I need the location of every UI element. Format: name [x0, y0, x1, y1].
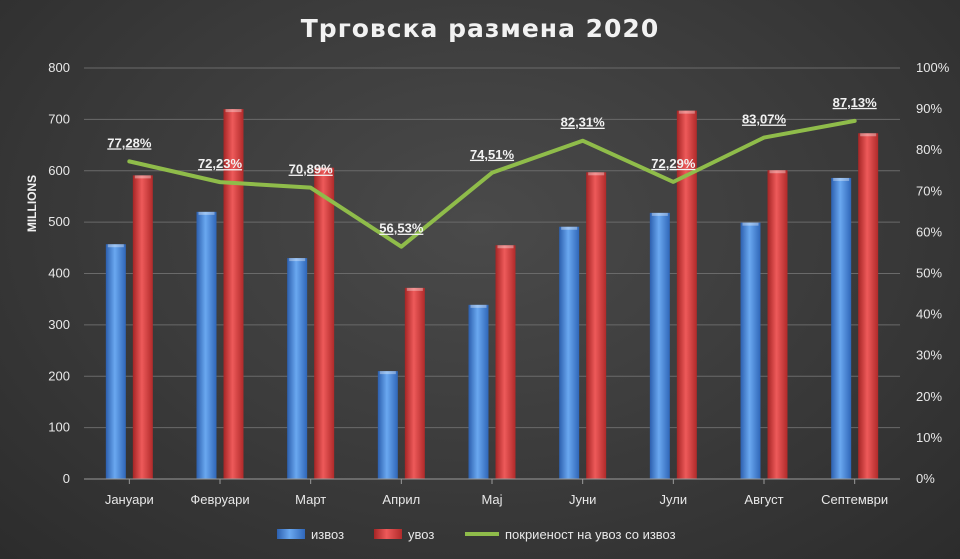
bar-highlight [470, 304, 487, 308]
bar-извоз [105, 244, 126, 479]
bar-highlight [769, 170, 786, 174]
bar-извоз [831, 177, 852, 479]
coverage-line [127, 118, 857, 249]
bar-извоз [559, 226, 580, 479]
bar-увоз [676, 110, 697, 480]
y2-tick-label: 80% [916, 142, 942, 157]
y2-tick-label: 50% [916, 266, 942, 281]
bar-извоз [740, 222, 761, 480]
y2-tick-label: 70% [916, 183, 942, 198]
bar-увоз [404, 287, 425, 479]
coverage-data-label: 74,51% [470, 147, 515, 162]
bar-highlight [406, 287, 423, 291]
x-category-label: Јуни [569, 492, 596, 507]
bar-highlight [225, 109, 242, 113]
y2-tick-label: 40% [916, 307, 942, 322]
y-tick-label: 700 [48, 111, 70, 126]
bar-увоз [767, 170, 788, 479]
legend-label: извоз [311, 527, 344, 542]
y-tick-label: 600 [48, 163, 70, 178]
coverage-data-label: 83,07% [742, 112, 787, 127]
coverage-data-label: 56,53% [379, 221, 424, 236]
y-axis-label: MILLIONS [25, 175, 39, 232]
coverage-data-label: 82,31% [561, 115, 606, 130]
x-category-label: Јануари [105, 492, 154, 507]
bar-извоз [649, 212, 670, 479]
x-category-label: Март [295, 492, 326, 507]
coverage-data-label: 72,23% [198, 156, 243, 171]
bar-увоз [314, 167, 335, 480]
bar-highlight [678, 110, 695, 114]
y-tick-label: 0 [63, 471, 70, 486]
x-category-label: Мај [481, 492, 502, 507]
chart-title: Трговска размена 2020 [300, 14, 660, 43]
bar-highlight [651, 212, 668, 216]
x-category-label: Август [744, 492, 783, 507]
y-tick-label: 800 [48, 60, 70, 75]
x-category-label: Септември [821, 492, 888, 507]
coverage-data-label: 70,89% [289, 162, 334, 177]
y-tick-label: 400 [48, 266, 70, 281]
coverage-data-label: 77,28% [107, 135, 152, 150]
bar-highlight [134, 175, 151, 179]
y2-tick-label: 90% [916, 101, 942, 116]
bar-highlight [561, 226, 578, 230]
bar-highlight [588, 172, 605, 176]
legend-label: покриеност на увоз со извоз [505, 527, 676, 542]
x-category-label: Април [382, 492, 420, 507]
bar-извоз [468, 304, 489, 479]
bar-highlight [860, 133, 877, 137]
bar-увоз [223, 109, 244, 479]
coverage-data-label: 87,13% [833, 95, 878, 110]
bar-извоз [377, 371, 398, 479]
bar-извоз [287, 258, 308, 479]
y-tick-label: 300 [48, 317, 70, 332]
y2-tick-label: 60% [916, 224, 942, 239]
x-category-label: Јули [660, 492, 688, 507]
legend-swatch [277, 529, 305, 539]
y2-tick-label: 30% [916, 348, 942, 363]
bar-увоз [132, 175, 153, 479]
y2-tick-label: 10% [916, 430, 942, 445]
bar-highlight [742, 222, 759, 226]
bar-увоз [495, 245, 516, 479]
bar-highlight [107, 244, 124, 248]
y2-tick-label: 20% [916, 389, 942, 404]
y2-tick-label: 100% [916, 60, 950, 75]
bar-highlight [289, 258, 306, 262]
bar-highlight [198, 211, 215, 215]
y-tick-label: 500 [48, 214, 70, 229]
y2-tick-label: 0% [916, 471, 935, 486]
coverage-data-label: 72,29% [651, 156, 696, 171]
bar-highlight [379, 371, 396, 375]
bar-highlight [833, 177, 850, 181]
x-category-label: Февруари [190, 492, 249, 507]
bar-highlight [497, 245, 514, 249]
bar-увоз [586, 172, 607, 479]
y-tick-label: 100 [48, 420, 70, 435]
bar-извоз [196, 211, 217, 479]
legend-label: увоз [408, 527, 434, 542]
legend-swatch [374, 529, 402, 539]
bar-увоз [858, 133, 879, 479]
y-tick-label: 200 [48, 368, 70, 383]
bar-highlight [316, 167, 333, 171]
